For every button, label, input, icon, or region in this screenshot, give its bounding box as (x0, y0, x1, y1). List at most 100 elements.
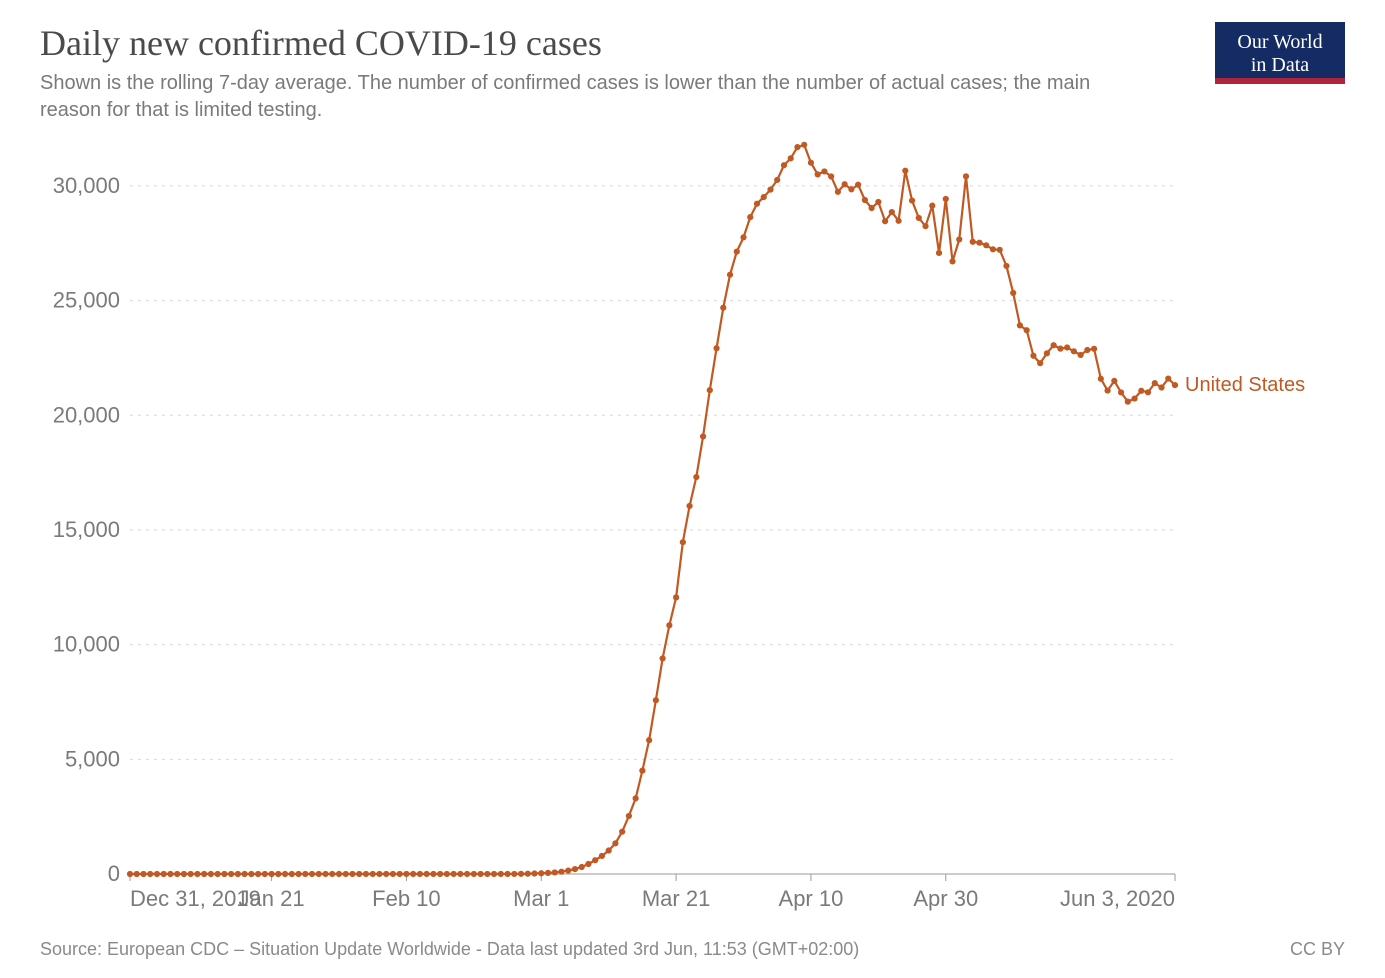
data-point (767, 187, 773, 193)
data-point (383, 871, 389, 877)
data-point (1145, 389, 1151, 395)
data-point (754, 201, 760, 207)
x-tick-label: Mar 21 (642, 886, 710, 911)
data-point (174, 871, 180, 877)
data-point (619, 829, 625, 835)
data-point (862, 197, 868, 203)
data-point (201, 871, 207, 877)
data-point (410, 871, 416, 877)
data-point (713, 345, 719, 351)
data-point (599, 853, 605, 859)
data-point (498, 871, 504, 877)
data-point (457, 871, 463, 877)
data-point (639, 768, 645, 774)
data-point (242, 871, 248, 877)
data-point (444, 871, 450, 877)
data-point (268, 871, 274, 877)
data-point (794, 144, 800, 150)
data-point (309, 871, 315, 877)
data-point (531, 870, 537, 876)
data-point (680, 539, 686, 545)
x-tick-label: Feb 10 (372, 886, 441, 911)
data-point (1158, 384, 1164, 390)
data-point (221, 871, 227, 877)
data-point (262, 871, 268, 877)
data-point (316, 871, 322, 877)
data-point (215, 871, 221, 877)
data-point (660, 655, 666, 661)
data-point (626, 813, 632, 819)
data-point (606, 847, 612, 853)
data-point (1104, 387, 1110, 393)
data-point (343, 871, 349, 877)
chart-subtitle: Shown is the rolling 7-day average. The … (40, 70, 1110, 124)
data-point (484, 871, 490, 877)
data-point (538, 870, 544, 876)
data-point (1084, 347, 1090, 353)
data-point (633, 795, 639, 801)
data-point (302, 871, 308, 877)
data-point (720, 305, 726, 311)
data-point (1165, 375, 1171, 381)
data-point (525, 871, 531, 877)
data-point (147, 871, 153, 877)
data-point (451, 871, 457, 877)
data-point (1138, 388, 1144, 394)
data-point (990, 246, 996, 252)
data-point (464, 871, 470, 877)
data-point (686, 503, 692, 509)
data-point (1024, 327, 1030, 333)
data-point (821, 168, 827, 174)
data-point (949, 258, 955, 264)
data-point (349, 871, 355, 877)
data-point (336, 871, 342, 877)
data-point (295, 871, 301, 877)
data-point (808, 160, 814, 166)
series-line (130, 145, 1175, 874)
y-tick-label: 25,000 (53, 288, 120, 313)
data-point (417, 871, 423, 877)
series-label: United States (1185, 374, 1305, 396)
data-point (1172, 382, 1178, 388)
data-point (815, 171, 821, 177)
license-text: CC BY (1290, 939, 1345, 960)
data-point (1037, 360, 1043, 366)
data-point (370, 871, 376, 877)
data-point (983, 242, 989, 248)
data-point (140, 871, 146, 877)
data-point (740, 234, 746, 240)
data-point (653, 697, 659, 703)
y-tick-label: 10,000 (53, 632, 120, 657)
data-point (869, 205, 875, 211)
data-point (970, 239, 976, 245)
data-point (477, 871, 483, 877)
data-point (835, 189, 841, 195)
data-point (916, 215, 922, 221)
data-point (889, 209, 895, 215)
data-point (255, 871, 261, 877)
data-point (572, 866, 578, 872)
x-tick-label: Apr 30 (913, 886, 978, 911)
y-tick-label: 0 (108, 861, 120, 886)
data-point (761, 194, 767, 200)
data-point (1030, 353, 1036, 359)
source-text: Source: European CDC – Situation Update … (40, 939, 859, 960)
y-tick-label: 5,000 (65, 746, 120, 771)
data-point (1125, 399, 1131, 405)
data-point (612, 840, 618, 846)
data-point (424, 871, 430, 877)
data-point (855, 182, 861, 188)
data-point (208, 871, 214, 877)
data-point (558, 869, 564, 875)
data-point (282, 871, 288, 877)
data-point (1152, 380, 1158, 386)
data-point (329, 871, 335, 877)
data-point (909, 197, 915, 203)
chart-title: Daily new confirmed COVID-19 cases (40, 22, 1345, 64)
x-tick-label: Jun 3, 2020 (1060, 886, 1175, 911)
data-point (875, 199, 881, 205)
data-point (511, 871, 517, 877)
data-point (673, 594, 679, 600)
data-point (1051, 342, 1057, 348)
data-point (922, 223, 928, 229)
